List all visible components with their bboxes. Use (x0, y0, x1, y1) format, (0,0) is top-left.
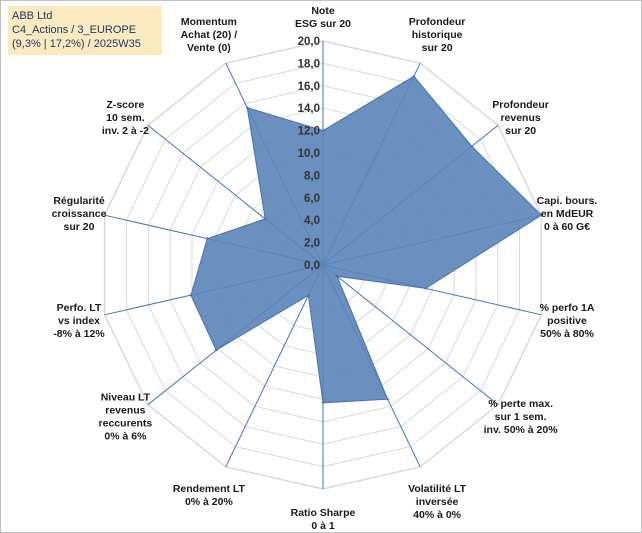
tick-label-10: 20,0 (298, 36, 320, 48)
axis-label-line: Capi. bours. (537, 195, 598, 207)
title-line-1: ABB Ltd (12, 10, 53, 22)
axis-label-line: Rendement LT (173, 483, 246, 495)
data-point-13 (264, 217, 267, 221)
axis-label-line: en MdEUR (541, 208, 594, 220)
axis-spoke-6 (322, 264, 499, 406)
axis-label-line: 50% à 80% (540, 328, 594, 340)
title-line-3: (9,3% | 17,2%) / 2025W35 (12, 38, 141, 50)
axis-label-13: Z-score 10 sem. inv. 2 à -2 (102, 99, 149, 137)
axis-label-line: revenus (105, 405, 145, 417)
axis-label-line: sur 20 (64, 221, 95, 233)
axis-label-2: Profondeur historique sur 20 (409, 16, 466, 54)
data-point-3 (470, 145, 474, 148)
axis-label-line: Régularité (53, 195, 105, 207)
tick-label-8: 16,0 (298, 81, 320, 93)
axis-label-line: Vente (0) (187, 42, 231, 54)
data-point-5 (424, 287, 427, 290)
axis-label-line: Ratio Sharpe (291, 507, 356, 519)
axis-label-line: revenus (500, 112, 540, 124)
axis-label-14: Momentum Achat (20) / Vente (0) (181, 16, 238, 54)
axis-label-line: Niveau LT (101, 392, 151, 404)
data-point-11 (189, 294, 193, 297)
data-point-2 (412, 75, 416, 78)
axis-label-line: reccurents (99, 418, 153, 430)
axis-label-line: % perfo 1A (540, 302, 595, 314)
axis-label-line: Momentum (181, 16, 237, 28)
axis-label-line: Achat (20) / (181, 29, 238, 41)
axis-label-line: historique (412, 29, 463, 41)
axis-label-line: sur 20 (505, 125, 536, 137)
tick-label-3: 6,0 (304, 193, 320, 205)
tick-label-2: 4,0 (304, 215, 320, 227)
axis-label-line: 0 à 1 (311, 520, 335, 532)
axis-label-line: ESG sur 20 (295, 18, 351, 30)
tick-label-6: 12,0 (298, 126, 320, 138)
title-line-2: C4_Actions / 3_EUROPE (12, 24, 137, 36)
axis-label-6: % perte max. sur 1 sem. inv. 50% à 20% (484, 398, 559, 436)
axis-label-12: Régularité croissance sur 20 (52, 195, 107, 233)
tick-label-4: 8,0 (304, 170, 320, 182)
axis-label-7: Volatilité LT inversée 40% à 0% (408, 483, 467, 521)
axis-spoke-9 (225, 264, 324, 468)
axis-label-line: sur 1 sem. (495, 411, 547, 423)
data-point-8 (321, 401, 325, 404)
axis-label-line: Z-score (106, 99, 144, 111)
data-point-1 (321, 129, 325, 132)
tick-label-0: 0,0 (304, 260, 320, 272)
tick-label-9: 18,0 (298, 58, 320, 70)
axis-label-line: sur 20 (422, 42, 453, 54)
data-point-7 (386, 398, 389, 401)
axis-label-line: vs index (58, 315, 100, 327)
axis-label-line: Note (311, 5, 334, 17)
axis-label-9: Rendement LT 0% à 20% (173, 483, 246, 508)
axis-label-line: inv. 2 à -2 (102, 125, 149, 137)
axis-label-line: 0% à 6% (104, 431, 147, 443)
axis-label-line: positive (547, 315, 587, 327)
axis-label-5: % perfo 1A positive 50% à 80% (540, 302, 595, 340)
axis-label-line: -8% à 12% (53, 328, 105, 340)
axis-label-line: inv. 50% à 20% (484, 424, 559, 436)
axis-label-line: inversée (416, 496, 459, 508)
axis-label-line: 0% à 20% (185, 496, 234, 508)
axis-label-line: croissance (52, 208, 107, 220)
axis-label-line: Perfo. LT (57, 302, 102, 314)
axis-label-3: Profondeur revenus sur 20 (492, 99, 549, 137)
axis-label-line: 10 sem. (106, 112, 145, 124)
chart-title-box: ABB Ltd C4_Actions / 3_EUROPE (9,3% | 17… (8, 6, 162, 55)
data-point-9 (307, 294, 310, 297)
tick-label-5: 10,0 (298, 148, 320, 160)
axis-label-line: Profondeur (492, 99, 549, 111)
tick-label-1: 2,0 (304, 238, 320, 250)
axis-label-4: Capi. bours. en MdEUR 0 à 60 G€ (537, 195, 598, 233)
axis-label-line: Profondeur (409, 16, 466, 28)
axis-label-line: 0 à 60 G€ (544, 221, 590, 233)
data-point-12 (206, 237, 209, 240)
axis-label-11: Perfo. LT vs index -8% à 12% (53, 302, 105, 340)
data-point-14 (246, 106, 249, 109)
data-area (190, 75, 543, 404)
axis-label-8: Ratio Sharpe 0 à 1 (291, 507, 356, 532)
data-point-4 (540, 214, 543, 217)
axis-label-line: 40% à 0% (413, 509, 462, 521)
axis-label-line: Volatilité LT (408, 483, 467, 495)
axis-label-10: Niveau LT revenus reccurents 0% à 6% (99, 392, 153, 443)
axis-label-1: Note ESG sur 20 (295, 5, 351, 30)
tick-label-7: 14,0 (298, 103, 320, 115)
data-point-6 (335, 275, 339, 278)
axis-label-line: % perte max. (488, 398, 553, 410)
data-point-10 (215, 349, 218, 352)
